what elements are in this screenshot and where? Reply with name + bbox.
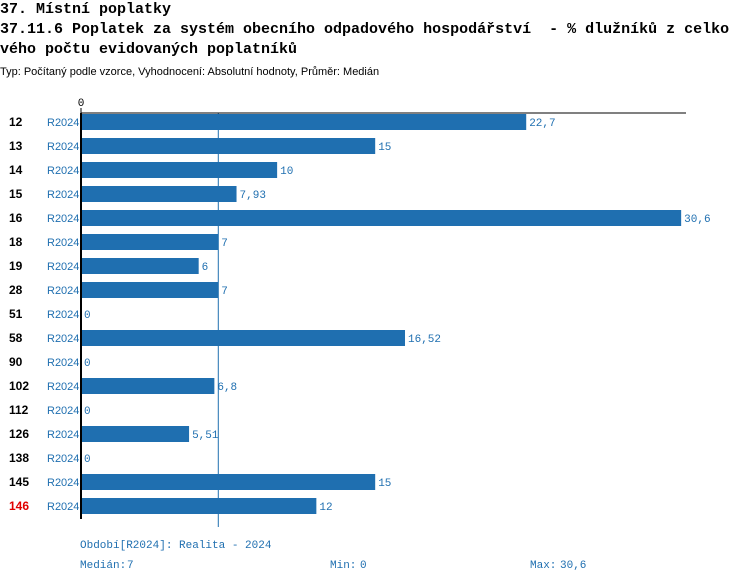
bar <box>81 138 376 154</box>
value-label: 0 <box>84 310 91 322</box>
series-label: R2024 <box>47 357 79 369</box>
series-label: R2024 <box>47 429 79 441</box>
category-label: 15 <box>9 187 23 201</box>
category-label: 16 <box>9 211 23 225</box>
min-label: Min: <box>330 560 356 572</box>
series-label: R2024 <box>47 309 79 321</box>
value-label: 30,6 <box>684 214 710 226</box>
value-label: 6,8 <box>217 382 237 394</box>
value-label: 10 <box>280 166 293 178</box>
value-label: 7 <box>221 238 228 250</box>
value-label: 12 <box>319 502 332 514</box>
bar <box>81 474 376 490</box>
category-label: 12 <box>9 115 23 129</box>
bar <box>81 498 317 514</box>
series-label: R2024 <box>47 237 79 249</box>
x-tick-label: 0 <box>78 98 85 110</box>
category-label: 90 <box>9 355 23 369</box>
category-label: 126 <box>9 427 29 441</box>
value-label: 7 <box>221 286 228 298</box>
heading: 37. Místní poplatky <box>0 1 172 18</box>
category-label: 102 <box>9 379 29 393</box>
series-label: R2024 <box>47 405 79 417</box>
min-value: 0 <box>360 560 367 572</box>
subtitle: Typ: Počítaný podle vzorce, Vyhodnocení:… <box>0 66 380 78</box>
period: Období[R2024]: Realita - 2024 <box>80 540 272 552</box>
bar <box>81 426 190 442</box>
bar <box>81 378 215 394</box>
max-label: Max: <box>530 560 556 572</box>
category-label: 51 <box>9 307 23 321</box>
bar <box>81 330 406 346</box>
category-label: 145 <box>9 475 29 489</box>
bar <box>81 258 199 274</box>
series-label: R2024 <box>47 453 79 465</box>
bar <box>81 162 278 178</box>
bar <box>81 114 527 130</box>
bar <box>81 210 682 226</box>
category-label: 19 <box>9 259 23 273</box>
series-label: R2024 <box>47 141 79 153</box>
median-label: Medián: <box>80 560 126 572</box>
series-label: R2024 <box>47 117 79 129</box>
series-label: R2024 <box>47 261 79 273</box>
value-label: 15 <box>378 478 391 490</box>
category-label: 28 <box>9 283 23 297</box>
value-label: 22,7 <box>529 118 555 130</box>
chart-title: 37.11.6 Poplatek za systém obecního odpa… <box>0 21 730 58</box>
category-label: 58 <box>9 331 23 345</box>
value-label: 0 <box>84 358 91 370</box>
series-label: R2024 <box>47 477 79 489</box>
series-label: R2024 <box>47 165 79 177</box>
value-label: 6 <box>202 262 209 274</box>
category-label: 112 <box>9 403 29 417</box>
series-label: R2024 <box>47 501 79 513</box>
header: 37. Místní poplatky 37.11.6 Poplatek za … <box>0 0 735 60</box>
category-label: 18 <box>9 235 23 249</box>
category-label: 14 <box>9 163 23 177</box>
max-value: 30,6 <box>560 560 586 572</box>
median-value: 7 <box>127 560 134 572</box>
series-label: R2024 <box>47 213 79 225</box>
series-label: R2024 <box>47 285 79 297</box>
series-label: R2024 <box>47 381 79 393</box>
value-label: 5,51 <box>192 430 219 442</box>
value-label: 16,52 <box>408 334 441 346</box>
bar <box>81 186 237 202</box>
category-label: 138 <box>9 451 29 465</box>
series-label: R2024 <box>47 189 79 201</box>
value-label: 15 <box>378 142 391 154</box>
category-label: 146 <box>9 499 29 513</box>
bar <box>81 234 219 250</box>
value-label: 0 <box>84 454 91 466</box>
category-label: 13 <box>9 139 23 153</box>
value-label: 0 <box>84 406 91 418</box>
bar <box>81 282 219 298</box>
series-label: R2024 <box>47 333 79 345</box>
value-label: 7,93 <box>240 190 266 202</box>
